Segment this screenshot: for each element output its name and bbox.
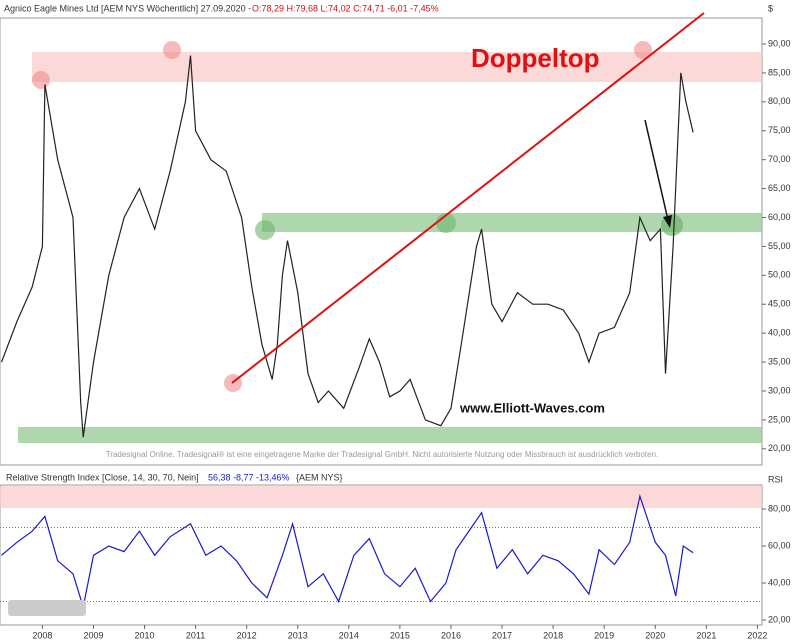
- y-tick-label: 35,00: [768, 356, 791, 366]
- x-tick-label: 2020: [645, 630, 665, 640]
- y-tick-label: 20,00: [768, 614, 791, 624]
- y-tick-label: 45,00: [768, 299, 791, 309]
- y-tick-label: 90,00: [768, 38, 791, 48]
- series-line: [0, 55, 694, 438]
- resistance-zone: [32, 52, 762, 82]
- trend-line: [231, 12, 705, 384]
- peak-marker: [32, 71, 50, 89]
- x-tick-label: 2015: [390, 630, 410, 640]
- rsi-title: Relative Strength Index [Close, 14, 30, …: [6, 472, 199, 482]
- x-tick-label: 2013: [288, 630, 308, 640]
- annotation: www.Elliott-Waves.com: [459, 400, 605, 415]
- arrow: [644, 119, 669, 221]
- ohlc: O:78,29 H:79,68 L:74,02 C:74,71 -6,01 -7…: [252, 3, 439, 13]
- x-tick-label: 2016: [441, 630, 461, 640]
- y-tick-label: 25,00: [768, 414, 791, 424]
- logo: [8, 600, 86, 616]
- y-tick-label: 65,00: [768, 183, 791, 193]
- x-tick-label: 2009: [83, 630, 103, 640]
- overbought-zone: [0, 486, 762, 508]
- x-tick-label: 2017: [492, 630, 512, 640]
- price-panel: [0, 17, 763, 466]
- y-tick-label: 70,00: [768, 154, 791, 164]
- x-tick-label: 2022: [747, 630, 767, 640]
- y-tick-label: 80,00: [768, 503, 791, 513]
- y-axis-label: $: [768, 3, 773, 13]
- x-tick-label: 2014: [339, 630, 359, 640]
- y-tick-label: 60,00: [768, 212, 791, 222]
- disclaimer: Tradesignal Online. Tradesignal® ist ein…: [106, 450, 659, 459]
- support-zone: [18, 427, 762, 443]
- y-tick-label: 50,00: [768, 270, 791, 280]
- x-tick-label: 2021: [696, 630, 716, 640]
- x-tick-label: 2019: [594, 630, 614, 640]
- zone-marker: [255, 220, 275, 240]
- peak-marker: [634, 41, 652, 59]
- rsi-note: {AEM NYS}: [296, 472, 343, 482]
- y-tick-label: 60,00: [768, 540, 791, 550]
- y-tick-label: 55,00: [768, 241, 791, 251]
- y-axis-label: RSI: [768, 474, 783, 484]
- x-tick-label: 2010: [135, 630, 155, 640]
- x-tick-label: 2011: [186, 630, 205, 640]
- series-line: [1, 493, 694, 608]
- chart-title: Agnico Eagle Mines Ltd [AEM NYS Wöchentl…: [4, 3, 251, 13]
- rsi-value: 56,38 -8,77 -13,46%: [208, 472, 290, 482]
- y-tick-label: 20,00: [768, 443, 791, 453]
- y-tick-label: 40,00: [768, 328, 791, 338]
- support-zone: [262, 213, 762, 232]
- x-tick-label: 2012: [237, 630, 257, 640]
- y-tick-label: 40,00: [768, 577, 791, 587]
- x-tick-label: 2008: [32, 630, 52, 640]
- annotation: Doppeltop: [471, 43, 600, 73]
- x-tick-label: 2018: [543, 630, 563, 640]
- y-tick-label: 30,00: [768, 385, 791, 395]
- arrow-head: [663, 215, 672, 228]
- y-tick-label: 85,00: [768, 67, 791, 77]
- y-tick-label: 80,00: [768, 96, 791, 106]
- peak-marker: [163, 41, 181, 59]
- y-tick-label: 75,00: [768, 125, 791, 135]
